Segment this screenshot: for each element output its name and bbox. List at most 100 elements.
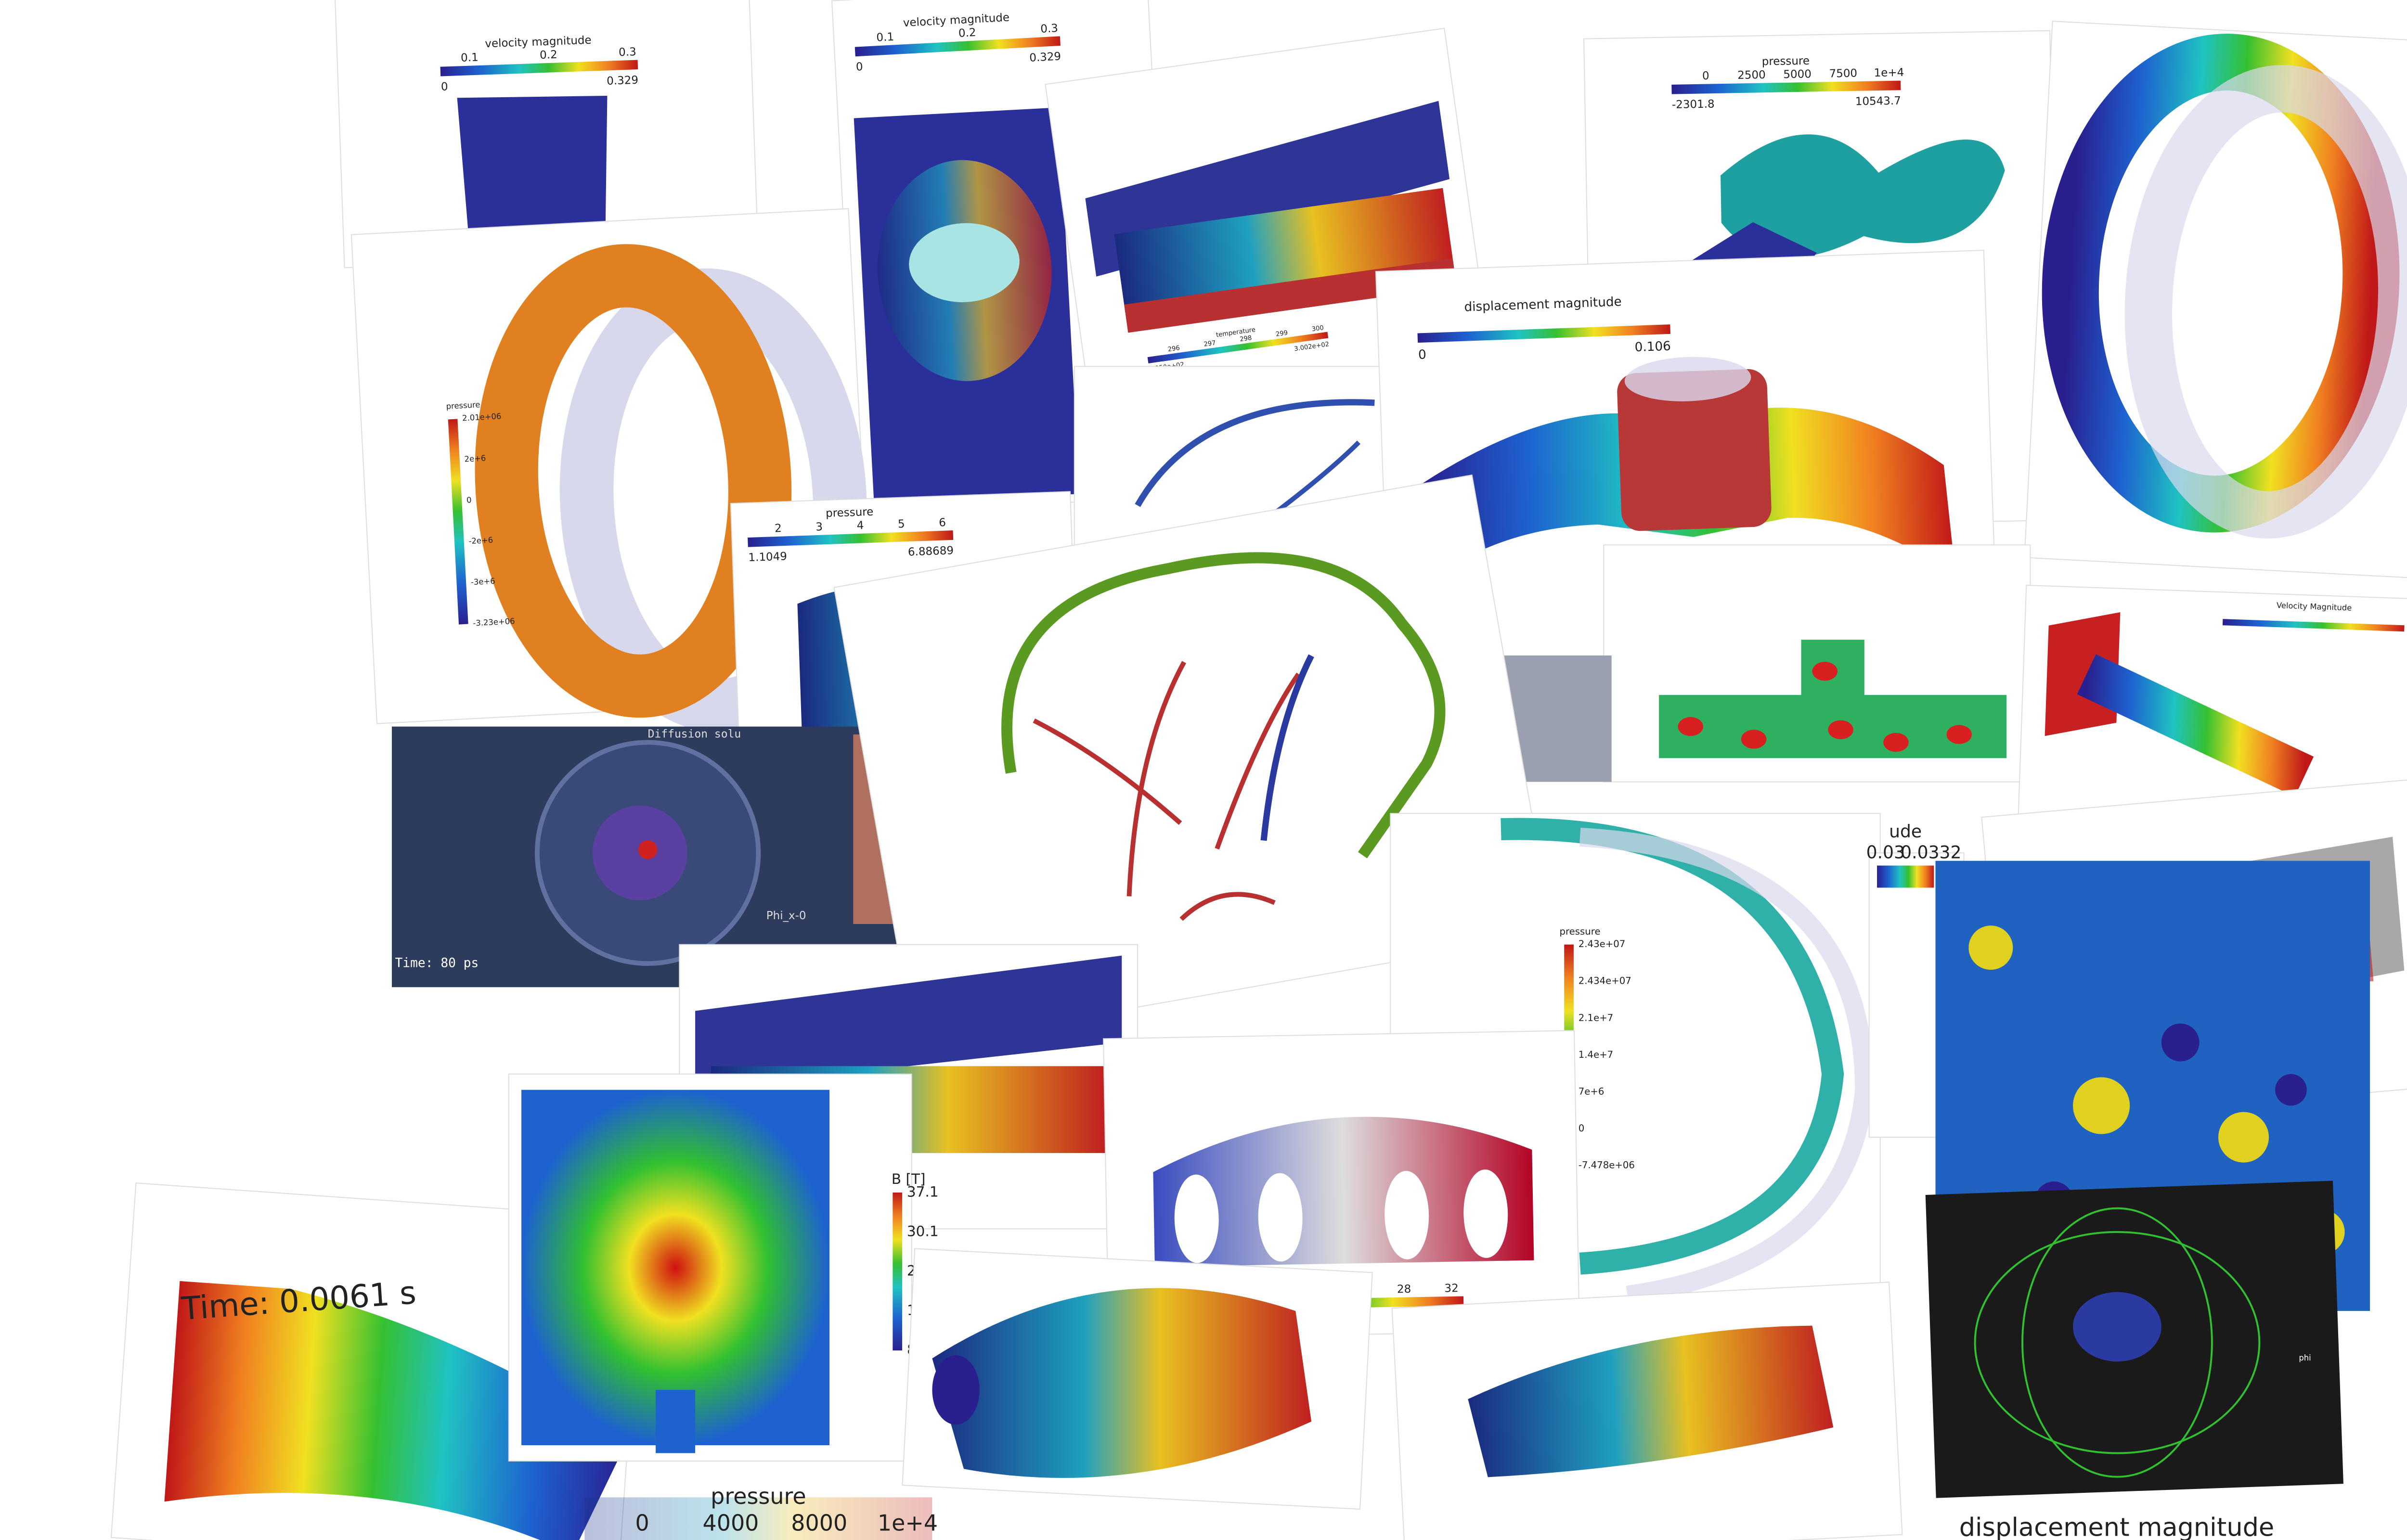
- range-min: -2301.8: [1672, 98, 1715, 111]
- card-background: [833, 474, 1553, 1047]
- shape: [1812, 662, 1838, 681]
- colorbar: [893, 1192, 903, 1351]
- colorbar: [1417, 324, 1670, 343]
- time-label: Time: 80 ps: [395, 956, 479, 971]
- colorbar-title: pressure: [1762, 55, 1810, 68]
- shape: [1468, 1325, 1834, 1477]
- tick-label: 0.0332: [1901, 842, 1961, 862]
- tick-label: 5000: [1783, 68, 1812, 81]
- tick-label: -2e+6: [468, 535, 493, 546]
- tick-label: 7e+6: [1579, 1086, 1605, 1097]
- field-label: Phi_x-0: [766, 910, 806, 922]
- colorbar-title: pressure: [711, 1483, 806, 1509]
- shape: [1741, 730, 1767, 749]
- range-max: 6.88689: [908, 544, 954, 558]
- shape: [638, 840, 658, 860]
- tick-label: 2.1e+7: [1579, 1012, 1613, 1023]
- tick-label: 300: [1311, 324, 1324, 333]
- shape: [1617, 369, 1772, 531]
- shape: [2275, 1074, 2307, 1106]
- tick-label: 2: [775, 522, 782, 535]
- shape: [1974, 1231, 2261, 1454]
- colorbar-title: pressure: [826, 506, 874, 520]
- shape: [475, 244, 792, 718]
- shape: [1946, 725, 1972, 744]
- tick-label: 1e+4: [878, 1510, 938, 1536]
- shape: [1174, 1174, 1219, 1263]
- shape: [1678, 717, 1704, 736]
- shape: [2161, 1023, 2200, 1062]
- shape: [1124, 258, 1457, 333]
- card: [1925, 1181, 2343, 1498]
- tick-label: 6: [939, 516, 946, 529]
- tick-label: 0: [1702, 70, 1709, 82]
- range-max: 0.329: [1029, 50, 1061, 64]
- tick-label: 0.1: [461, 51, 479, 64]
- tick-label: 8000: [791, 1510, 847, 1536]
- colorbar: [1877, 865, 1934, 888]
- card: [2024, 21, 2407, 580]
- shape: [1135, 399, 1375, 507]
- title: Diffusion solu: [648, 728, 741, 741]
- shape: [1828, 720, 1853, 739]
- tick-label: 1e+4: [1874, 66, 1904, 79]
- shape: [909, 223, 1020, 302]
- shape: [2077, 654, 2314, 797]
- card: [1391, 1282, 1903, 1540]
- tick-label: 0: [466, 495, 472, 505]
- colorbar: [440, 60, 638, 77]
- tick-label: 3: [815, 521, 823, 533]
- tick-label: 0.2: [540, 49, 557, 62]
- range-max: 0.329: [607, 74, 639, 88]
- tick-label: -3e+6: [471, 577, 496, 587]
- card: B [T]37.130.123.015.98.9: [508, 1073, 939, 1462]
- shape: [1385, 1170, 1429, 1259]
- shape: [2218, 1112, 2269, 1163]
- shape: [521, 1090, 830, 1446]
- card: [902, 1248, 1373, 1510]
- range-min: 0: [1418, 347, 1427, 362]
- shape: [1678, 662, 1972, 752]
- shape: [932, 1288, 1312, 1478]
- shape: [656, 1390, 696, 1453]
- tick-label: 297: [1204, 339, 1216, 348]
- shape: [2073, 1077, 2130, 1134]
- shape: [2124, 65, 2407, 539]
- tick-label: 0.03: [1866, 842, 1905, 862]
- range-min: 0: [855, 61, 863, 74]
- colorbar-title: ude: [1889, 821, 1922, 842]
- shape: [1258, 1173, 1303, 1262]
- colorbar: [448, 419, 468, 625]
- colorbar: [1671, 80, 1901, 94]
- tick-label: 32: [1444, 1282, 1459, 1295]
- shape: [695, 955, 1122, 1090]
- card: [833, 474, 1553, 1047]
- colorbar-title: pressure: [1560, 926, 1601, 937]
- tick-label: 2.434e+07: [1579, 975, 1631, 987]
- tick-label: 0: [1579, 1123, 1585, 1134]
- tick-label: 5: [898, 518, 906, 530]
- shape: [457, 95, 608, 264]
- range-min: 1.1049: [748, 550, 787, 564]
- tick-label: 2e+6: [464, 453, 486, 463]
- shape: [1153, 1116, 1534, 1267]
- tick-label: 296: [1167, 345, 1180, 353]
- shape: [2073, 1292, 2161, 1362]
- shape: [1624, 357, 1751, 401]
- tick-label: 1.4e+7: [1579, 1049, 1613, 1060]
- shape: [1968, 925, 2013, 970]
- shape: [1883, 732, 1909, 752]
- tick-label: 2.01e+06: [462, 411, 502, 423]
- shape: [1260, 654, 1314, 841]
- shape: [932, 1355, 980, 1425]
- shape: [1463, 1169, 1508, 1258]
- colorbar-title: pressure: [446, 400, 480, 411]
- tick-label: -7.478e+06: [1579, 1160, 1635, 1171]
- tick-label: 2.43e+07: [1579, 938, 1626, 950]
- card: pressure 0 4000 8000 1e+4: [584, 1483, 938, 1540]
- shape: [1114, 188, 1454, 313]
- colorbar: [854, 36, 1061, 57]
- tick-label: 30.1: [907, 1223, 939, 1240]
